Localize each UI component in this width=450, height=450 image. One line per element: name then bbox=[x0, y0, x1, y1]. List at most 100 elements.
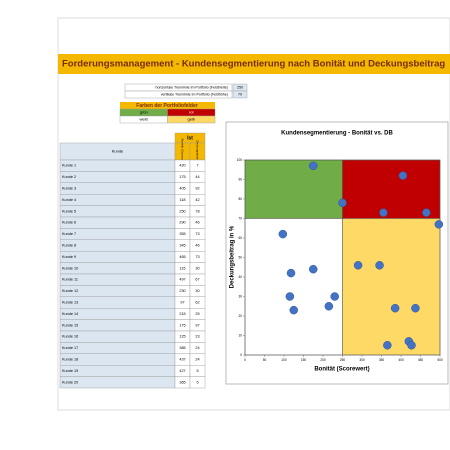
customer-name: Kunde 18 bbox=[62, 358, 78, 362]
customer-name: Kunde 9 bbox=[62, 255, 76, 259]
table-number: 497 bbox=[179, 278, 185, 282]
customer-name: Kunde 8 bbox=[62, 244, 76, 248]
table-number: 42 bbox=[195, 198, 199, 202]
x-tick-label: 100 bbox=[281, 358, 287, 362]
threshold-label: horizontale Trennlinie im Portfolio (Fel… bbox=[155, 85, 228, 89]
table-cell bbox=[59, 205, 176, 218]
customer-name: Kunde 10 bbox=[62, 266, 78, 270]
y-tick-label: 50 bbox=[238, 255, 242, 259]
legend-title: Farben der Portfoliofelder bbox=[136, 103, 197, 109]
threshold-value: 70 bbox=[238, 92, 242, 96]
point bbox=[309, 161, 318, 171]
y-tick-label: 100 bbox=[237, 158, 243, 162]
x-tick-label: 350 bbox=[379, 358, 385, 362]
table-number: 250 bbox=[179, 209, 185, 213]
table-number: 427 bbox=[179, 369, 185, 373]
x-tick-label: 50 bbox=[263, 358, 267, 362]
table-number: 465 bbox=[179, 255, 185, 259]
y-tick-label: 40 bbox=[238, 275, 242, 279]
portfolio-field bbox=[244, 159, 343, 219]
point bbox=[411, 303, 420, 313]
table-number: 175 bbox=[179, 323, 185, 327]
table-number: 405 bbox=[179, 187, 185, 191]
x-tick-label: 400 bbox=[398, 358, 404, 362]
table-number: 30 bbox=[195, 266, 199, 270]
table-number: 30 bbox=[195, 289, 199, 293]
table-number: 24 bbox=[195, 358, 199, 362]
table-number: 73 bbox=[195, 232, 199, 236]
customer-name: Kunde 1 bbox=[62, 164, 76, 168]
table-number: 24 bbox=[195, 346, 199, 350]
column-header: Deckungsbeitrag bbox=[196, 140, 200, 163]
table-number: 385 bbox=[179, 346, 185, 350]
y-tick-label: 80 bbox=[238, 197, 242, 201]
threshold-value: 250 bbox=[237, 85, 243, 89]
table-number: 125 bbox=[179, 335, 185, 339]
x-axis-label: Bonität (Scorewert) bbox=[314, 367, 369, 373]
y-tick-label: 0 bbox=[240, 353, 242, 357]
customer-name: Kunde 14 bbox=[62, 312, 78, 316]
customer-name: Kunde 13 bbox=[62, 301, 78, 305]
customer-name: Kunde 3 bbox=[62, 187, 76, 191]
portfolio-field bbox=[244, 218, 343, 356]
table-number: 5 bbox=[196, 380, 198, 384]
title-bar bbox=[58, 54, 450, 74]
table-number: 97 bbox=[195, 323, 199, 327]
point bbox=[375, 261, 384, 270]
customer-name: Kunde 19 bbox=[62, 369, 78, 373]
customer-name: Kunde 4 bbox=[62, 198, 76, 202]
threshold-cell bbox=[124, 90, 233, 99]
table-cell bbox=[59, 216, 176, 229]
table-number: 7 bbox=[196, 164, 198, 168]
legend-swatch bbox=[167, 115, 216, 124]
table-number: 230 bbox=[179, 289, 185, 293]
point bbox=[383, 341, 392, 350]
legend-label: weiß bbox=[140, 117, 149, 122]
point bbox=[285, 292, 295, 301]
threshold-value-cell bbox=[232, 90, 248, 99]
customer-name: Kunde 6 bbox=[62, 221, 76, 225]
legend-header bbox=[120, 102, 215, 109]
table-number: 115 bbox=[179, 266, 185, 270]
x-tick-label: 500 bbox=[437, 358, 443, 362]
table-number: 345 bbox=[179, 244, 185, 248]
x-tick-label: 250 bbox=[340, 358, 346, 362]
point bbox=[289, 305, 298, 315]
column-header: Kunde bbox=[112, 149, 124, 154]
page-title: Forderungsmanagement - Kundensegmentieru… bbox=[62, 59, 445, 70]
x-tick-label: 300 bbox=[359, 358, 365, 362]
customer-name: Kunde 5 bbox=[62, 209, 76, 213]
table-number: 46 bbox=[195, 221, 199, 225]
customer-name: Kunde 15 bbox=[62, 323, 78, 327]
point bbox=[434, 220, 444, 229]
table-cell bbox=[59, 239, 176, 252]
customer-name: Kunde 16 bbox=[62, 335, 78, 339]
customer-name: Kunde 11 bbox=[62, 278, 78, 282]
x-tick-label: 150 bbox=[301, 358, 307, 362]
y-tick-label: 20 bbox=[238, 314, 242, 318]
y-tick-label: 90 bbox=[238, 177, 242, 181]
table-number: 215 bbox=[179, 312, 185, 316]
customer-name: Kunde 20 bbox=[62, 380, 78, 384]
x-tick-label: 0 bbox=[244, 358, 246, 362]
table-group: Ist bbox=[187, 135, 193, 141]
table-number: 67 bbox=[195, 278, 199, 282]
portfolio-field bbox=[342, 218, 441, 356]
table-number: 118 bbox=[179, 198, 185, 202]
table-number: 73 bbox=[195, 255, 199, 259]
table-number: 97 bbox=[180, 301, 184, 305]
point bbox=[390, 303, 400, 313]
table-number: 5 bbox=[196, 369, 198, 373]
point bbox=[338, 198, 347, 208]
y-axis-label: Deckungsbeitrag in % bbox=[230, 225, 236, 288]
table-number: 62 bbox=[195, 301, 199, 305]
customer-name: Kunde 12 bbox=[62, 289, 78, 293]
table-number: 355 bbox=[179, 232, 185, 236]
point bbox=[324, 302, 334, 311]
point bbox=[330, 292, 339, 301]
y-tick-label: 30 bbox=[238, 294, 242, 298]
point bbox=[407, 341, 416, 350]
table-number: 290 bbox=[179, 221, 185, 225]
y-tick-label: 60 bbox=[238, 236, 242, 240]
